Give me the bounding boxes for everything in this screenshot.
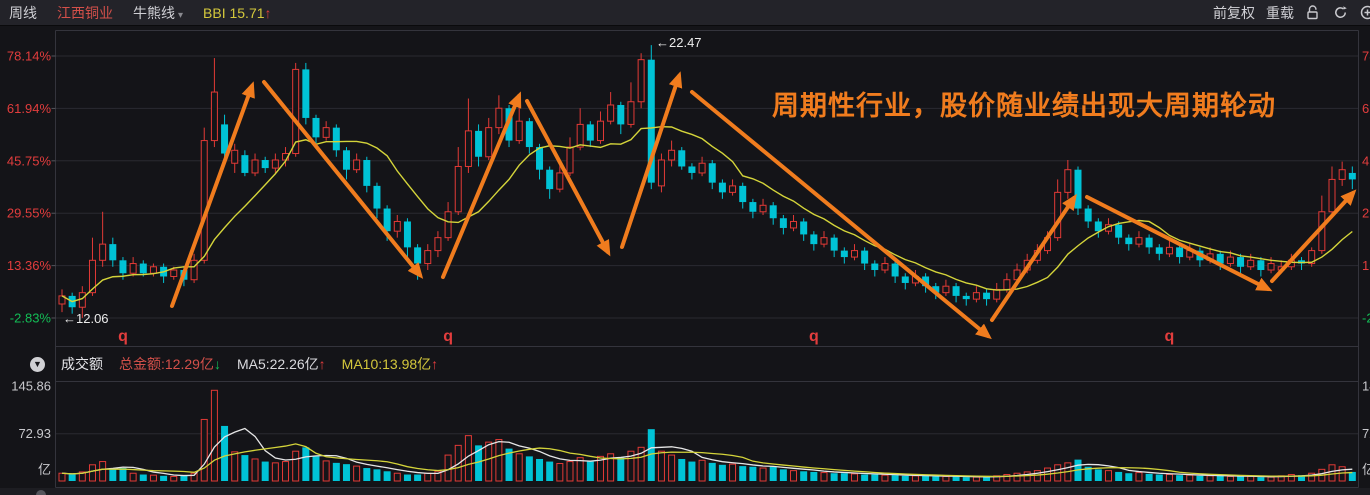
add-circle-icon[interactable] — [1359, 5, 1370, 21]
pane-borders — [55, 30, 1359, 488]
volume-axis-labels: 145.86 145.86 72.93 72.93 亿 亿 — [11, 379, 1370, 478]
refresh-icon[interactable] — [1332, 5, 1348, 21]
adjust-mode-button[interactable]: 前复权 — [1213, 4, 1255, 21]
volume-ma10-value: MA10:13.98亿↑ — [342, 354, 439, 374]
bbi-indicator[interactable]: BBI 15.71↑ — [203, 5, 272, 21]
down-arrow-icon: ↓ — [213, 356, 221, 372]
volume-pane-header: ▼ 成交额 总金额:12.29亿↓ MA5:22.26亿↑ MA10:13.98… — [0, 349, 1370, 379]
chevron-down-icon: ▾ — [178, 9, 184, 21]
cycle-annotation-text: 周期性行业，股价随业绩出现大周期轮动 — [772, 91, 1276, 121]
collapse-pane-icon[interactable]: ▼ — [30, 356, 45, 372]
top-toolbar: 周线 江西铜业 牛熊线 ▾ BBI 15.71↑ 前复权 重载 — [0, 0, 1370, 26]
svg-text:45.75%: 45.75% — [7, 153, 52, 168]
svg-text:13.36%: 13.36% — [7, 258, 52, 273]
pane-handle-dot — [36, 490, 46, 495]
svg-text:72.93: 72.93 — [1362, 426, 1370, 441]
svg-text:29.55%: 29.55% — [7, 206, 52, 221]
svg-text:78.14%: 78.14% — [1362, 49, 1370, 64]
bbi-value: BBI 15.71 — [203, 4, 265, 21]
up-arrow-icon: ↑ — [264, 4, 272, 21]
volume-ma5-line — [61, 427, 1353, 478]
stock-name[interactable]: 江西铜业 — [57, 4, 113, 21]
low-price-label: ←12.06 — [63, 311, 109, 326]
trend-arrows — [170, 71, 1357, 340]
ma5-text: MA5:22.26亿 — [236, 356, 319, 372]
svg-text:13.36%: 13.36% — [1362, 258, 1370, 273]
svg-text:61.94%: 61.94% — [1362, 101, 1370, 116]
indicator-dropdown-label: 牛熊线 — [133, 4, 175, 21]
bull-bear-ma-line — [61, 125, 1353, 303]
volume-ma10-line — [61, 443, 1353, 478]
svg-text:-2.83%: -2.83% — [1362, 311, 1370, 326]
toolbar-right: 前复权 重载 — [1213, 3, 1370, 23]
reload-button[interactable]: 重载 — [1266, 4, 1294, 21]
price-axis-labels: 78.14% 78.14% 61.94% 61.94% 45.75% 45.75% 29.5… — [7, 49, 1370, 326]
svg-text:29.55%: 29.55% — [1362, 206, 1370, 221]
volume-indicator-title[interactable]: 成交额 — [61, 356, 103, 372]
svg-text:45.75%: 45.75% — [1362, 153, 1370, 168]
svg-text:q: q — [118, 328, 128, 345]
svg-text:72.93: 72.93 — [18, 426, 51, 441]
svg-text:145.86: 145.86 — [1362, 379, 1370, 394]
toolbar-left: 周线 江西铜业 牛熊线 ▾ BBI 15.71↑ — [0, 3, 272, 23]
total-amount-text: 总金额:12.29亿 — [119, 356, 214, 372]
volume-total-value: 总金额:12.29亿↓ — [119, 354, 221, 374]
svg-text:亿: 亿 — [1362, 462, 1370, 477]
period-tab-weekly[interactable]: 周线 — [9, 4, 37, 21]
svg-text:q: q — [443, 328, 453, 345]
bottom-scroll-strip[interactable] — [0, 488, 1370, 495]
svg-text:q: q — [809, 328, 819, 345]
indicator-dropdown[interactable]: 牛熊线 ▾ — [133, 3, 183, 23]
candlesticks — [58, 45, 1356, 318]
volume-ma5-value: MA5:22.26亿↑ — [237, 354, 326, 374]
ma10-text: MA10:13.98亿 — [341, 356, 432, 372]
svg-text:78.14%: 78.14% — [7, 49, 52, 64]
svg-text:亿: 亿 — [38, 462, 51, 477]
svg-text:61.94%: 61.94% — [7, 101, 52, 116]
high-price-label: ←22.47 — [656, 35, 702, 50]
up-arrow-icon: ↑ — [431, 356, 439, 372]
unlock-icon[interactable] — [1305, 5, 1321, 21]
svg-text:145.86: 145.86 — [11, 379, 51, 394]
up-arrow-icon: ↑ — [318, 356, 326, 372]
svg-text:q: q — [1165, 328, 1175, 345]
svg-text:-2.83%: -2.83% — [10, 311, 52, 326]
